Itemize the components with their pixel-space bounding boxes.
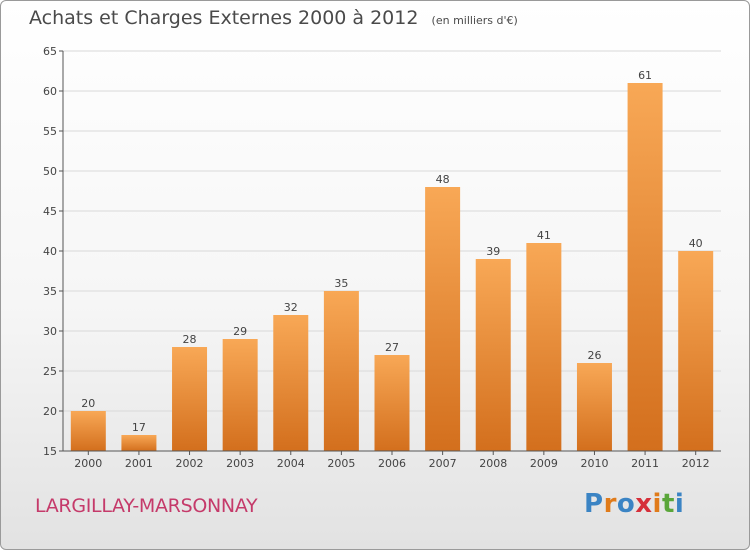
x-tick-label: 2011 xyxy=(631,457,659,470)
data-label: 41 xyxy=(537,229,551,242)
data-label: 27 xyxy=(385,341,399,354)
y-tick-label: 65 xyxy=(43,45,57,58)
x-tick-label: 2008 xyxy=(479,457,507,470)
y-tick-label: 55 xyxy=(43,125,57,138)
bar xyxy=(70,411,106,451)
data-label: 28 xyxy=(183,333,197,346)
bar xyxy=(526,243,562,451)
logo-letter: i xyxy=(652,489,662,519)
logo-letter: r xyxy=(603,489,617,519)
bar xyxy=(273,315,309,451)
data-label: 20 xyxy=(81,397,95,410)
x-tick-label: 2003 xyxy=(226,457,254,470)
y-tick-label: 40 xyxy=(43,245,57,258)
y-tick-label: 20 xyxy=(43,405,57,418)
x-tick-label: 2005 xyxy=(327,457,355,470)
x-tick-label: 2001 xyxy=(125,457,153,470)
x-tick-label: 2012 xyxy=(682,457,710,470)
y-tick-label: 25 xyxy=(43,365,57,378)
logo-letter: x xyxy=(635,489,653,519)
data-label: 39 xyxy=(486,245,500,258)
bars xyxy=(70,83,714,451)
y-tick-label: 50 xyxy=(43,165,57,178)
bar xyxy=(222,339,258,451)
bar xyxy=(627,83,663,451)
logo-letter: i xyxy=(674,489,685,519)
x-tick-label: 2007 xyxy=(429,457,457,470)
bar xyxy=(576,363,612,451)
x-tick-label: 2006 xyxy=(378,457,406,470)
x-tick-label: 2000 xyxy=(74,457,102,470)
location-name: LARGILLAY-MARSONNAY xyxy=(35,495,258,517)
bar xyxy=(121,435,157,451)
proxiti-logo[interactable]: Proxiti xyxy=(584,489,684,519)
bar xyxy=(323,291,359,451)
data-label: 40 xyxy=(689,237,703,250)
bar xyxy=(475,259,511,451)
data-label: 61 xyxy=(638,69,652,82)
x-tick-label: 2002 xyxy=(176,457,204,470)
logo-letter: o xyxy=(616,489,636,519)
data-label: 17 xyxy=(132,421,146,434)
labels: 15 20 25 30 35 40 45 50 55 60 65 20 2000 17 2001 28 2002… xyxy=(43,45,710,470)
data-label: 29 xyxy=(233,325,247,338)
bar xyxy=(172,347,208,451)
chart-title: Achats et Charges Externes 2000 à 2012 xyxy=(29,7,419,29)
bar xyxy=(425,187,461,451)
data-label: 48 xyxy=(436,173,450,186)
y-tick-label: 60 xyxy=(43,85,57,98)
chart-subtitle: (en milliers d'€) xyxy=(431,14,518,27)
x-tick-label: 2004 xyxy=(277,457,305,470)
logo-letter: P xyxy=(584,489,604,519)
data-label: 32 xyxy=(284,301,298,314)
data-label: 35 xyxy=(334,277,348,290)
logo-letter: t xyxy=(661,489,675,519)
y-tick-label: 30 xyxy=(43,325,57,338)
y-tick-label: 45 xyxy=(43,205,57,218)
bar xyxy=(374,355,410,451)
y-tick-label: 15 xyxy=(43,445,57,458)
y-tick-label: 35 xyxy=(43,285,57,298)
chart-title-block: Achats et Charges Externes 2000 à 2012 (… xyxy=(29,7,518,29)
x-tick-label: 2009 xyxy=(530,457,558,470)
data-label: 26 xyxy=(587,349,601,362)
axes xyxy=(59,50,721,455)
x-tick-label: 2010 xyxy=(580,457,608,470)
bar xyxy=(678,251,714,451)
